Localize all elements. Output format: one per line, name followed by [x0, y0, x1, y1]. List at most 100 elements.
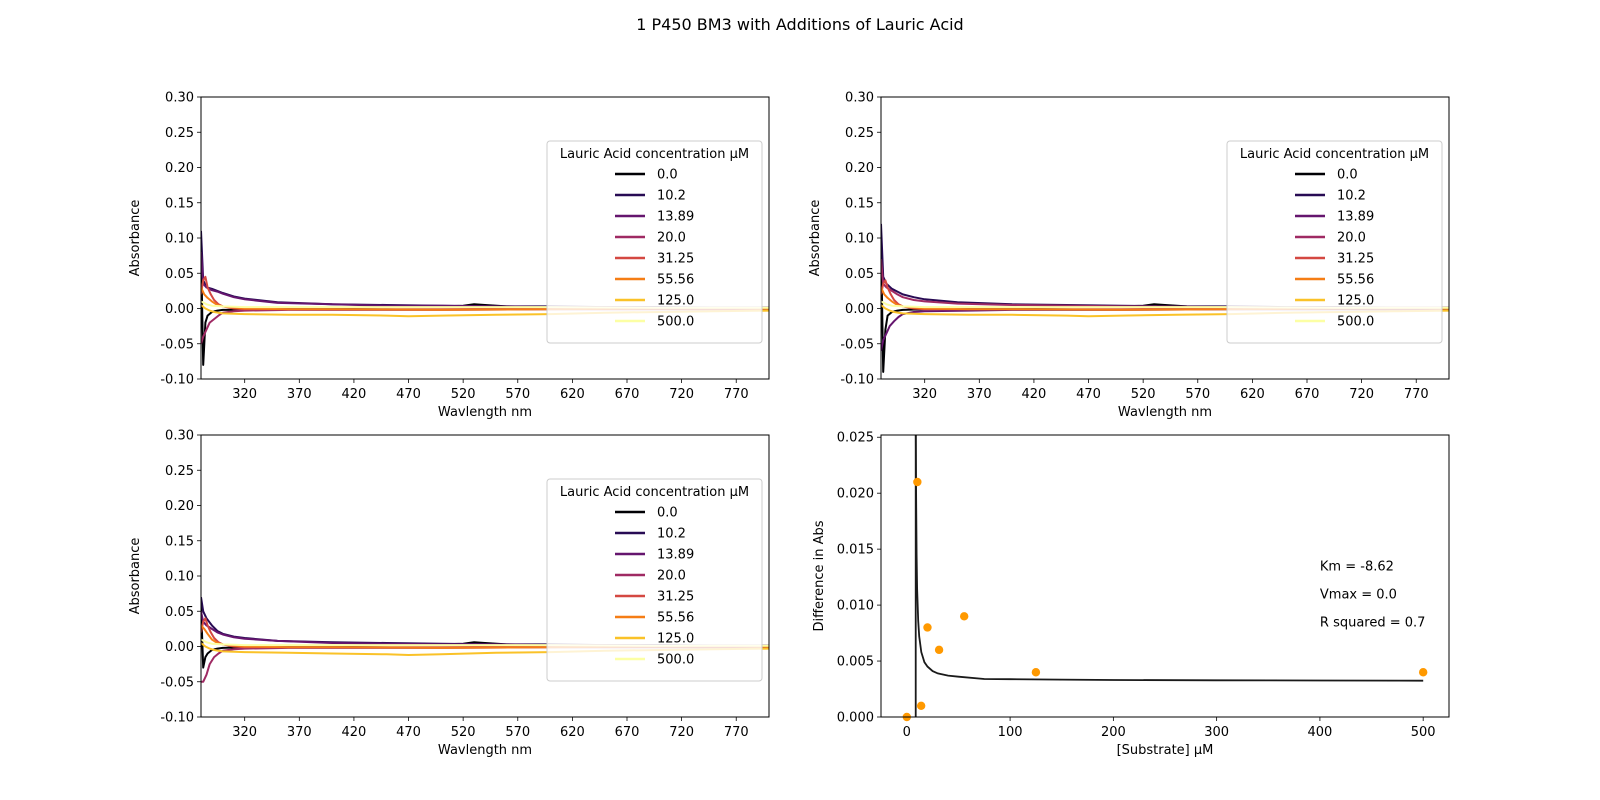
legend-entry: 55.56: [657, 611, 694, 626]
figure-title: 1 P450 BM3 with Additions of Lauric Acid: [636, 15, 963, 34]
legend-entry: 500.0: [657, 653, 694, 668]
data-point: [1418, 668, 1428, 677]
legend-entry: 125.0: [657, 294, 694, 309]
data-point: [916, 701, 926, 711]
axes-frame: [880, 434, 1450, 718]
x-tick-label: 520: [1131, 387, 1156, 402]
x-tick-label: 620: [560, 387, 585, 402]
y-tick-label: -0.05: [160, 675, 194, 690]
chart-panel-top-right: -0.10 -0.05 0.00 0.05 0.10 0.15 0.20 0.25 0.30 32…: [808, 91, 1450, 420]
legend-title: Lauric Acid concentration µM: [560, 147, 749, 162]
fit-annotation: Km = -8.62: [1320, 559, 1394, 574]
x-tick-label: 370: [287, 725, 312, 740]
legend-entry: 500.0: [657, 315, 694, 330]
x-axis-label: Wavlength nm: [438, 743, 532, 758]
y-tick-label: -0.10: [160, 373, 194, 388]
x-tick-label: 420: [1022, 387, 1047, 402]
legend-entry: 20.0: [657, 231, 686, 246]
y-tick-label: 0.25: [165, 126, 194, 141]
fit-annotation: Vmax = 0.0: [1320, 587, 1397, 602]
x-tick-label: 200: [1101, 725, 1126, 740]
y-tick-label: 0.00: [165, 640, 194, 655]
x-tick-label: 570: [1185, 387, 1210, 402]
legend-entry: 20.0: [1337, 231, 1366, 246]
x-tick-label: 570: [505, 387, 530, 402]
x-tick-label: 670: [615, 725, 640, 740]
y-tick-label: -0.05: [840, 337, 874, 352]
x-tick-label: 320: [232, 725, 257, 740]
x-tick-label: 520: [451, 725, 476, 740]
legend-entry: 13.89: [1337, 210, 1374, 225]
y-axis-label: Absorbance: [128, 200, 143, 277]
x-tick-label: 400: [1307, 725, 1332, 740]
legend-entry: 10.2: [1337, 189, 1366, 204]
x-tick-label: 570: [505, 725, 530, 740]
y-tick-label: -0.10: [840, 373, 874, 388]
x-tick-label: 620: [1240, 387, 1265, 402]
y-tick-label: 0.20: [165, 161, 194, 176]
legend: Lauric Acid concentration µM 0.0 10.2 13.89…: [546, 478, 763, 682]
legend-entry: 20.0: [657, 569, 686, 584]
y-tick-label: 0.30: [165, 91, 194, 106]
y-tick-label: 0.015: [837, 543, 874, 558]
y-tick-label: 0.10: [165, 570, 194, 585]
y-tick-label: 0.000: [837, 711, 874, 726]
y-axis-label: Absorbance: [808, 200, 823, 277]
chart-panel-bottom-right: 0.000 0.005 0.010 0.015 0.020 0.025 0 100 200 300…: [812, 431, 1450, 758]
legend-title: Lauric Acid concentration µM: [1240, 147, 1429, 162]
x-tick-label: 370: [287, 387, 312, 402]
x-tick-label: 770: [724, 387, 749, 402]
y-tick-label: 0.30: [845, 91, 874, 106]
x-tick-label: 670: [615, 387, 640, 402]
data-point: [959, 612, 969, 621]
legend-box: [1226, 140, 1443, 344]
y-tick-label: -0.05: [160, 337, 194, 352]
chart-panel-top-left: -0.10 -0.05 0.00 0.05 0.10 0.15 0.20 0.25 0.30 32…: [128, 91, 770, 420]
data-point: [913, 477, 922, 487]
legend-box: [546, 478, 763, 682]
y-tick-label: 0.05: [165, 605, 194, 620]
legend-entry: 31.25: [657, 590, 694, 605]
x-tick-label: 770: [724, 725, 749, 740]
legend-entry: 55.56: [657, 273, 694, 288]
y-tick-label: 0.020: [837, 487, 874, 502]
x-tick-label: 670: [1295, 387, 1320, 402]
x-tick-label: 370: [967, 387, 992, 402]
legend-entry: 31.25: [657, 252, 694, 267]
legend-title: Lauric Acid concentration µM: [560, 485, 749, 500]
y-tick-label: 0.15: [165, 534, 194, 549]
x-tick-label: 300: [1204, 725, 1229, 740]
x-tick-label: 520: [451, 387, 476, 402]
y-tick-label: 0.15: [165, 196, 194, 211]
y-tick-label: 0.25: [845, 126, 874, 141]
y-tick-label: 0.25: [165, 464, 194, 479]
legend-entry: 0.0: [657, 168, 678, 183]
y-tick-label: 0.10: [165, 232, 194, 247]
axes-frame: [200, 96, 770, 380]
legend: Lauric Acid concentration µM 0.0 10.2 13.89…: [1226, 140, 1443, 344]
y-tick-label: 0.20: [845, 161, 874, 176]
legend-entry: 0.0: [657, 506, 678, 521]
x-tick-label: 420: [342, 725, 367, 740]
data-point: [1031, 668, 1041, 677]
y-tick-label: 0.005: [837, 655, 874, 670]
x-axis-label: Wavlength nm: [1118, 405, 1212, 420]
y-tick-label: 0.30: [165, 429, 194, 444]
legend-entry: 125.0: [657, 632, 694, 647]
y-tick-label: 0.010: [837, 599, 874, 614]
x-tick-label: 420: [342, 387, 367, 402]
legend-entry: 0.0: [1337, 168, 1358, 183]
y-axis-label: Difference in Abs: [812, 520, 827, 631]
legend-entry: 10.2: [657, 189, 686, 204]
chart-panel-bottom-left: -0.10 -0.05 0.00 0.05 0.10 0.15 0.20 0.25 0.30 32…: [128, 429, 770, 758]
y-tick-label: 0.00: [845, 302, 874, 317]
x-tick-label: 470: [396, 725, 421, 740]
legend-entry: 55.56: [1337, 273, 1374, 288]
x-axis-label: [Substrate] µM: [1117, 743, 1214, 758]
x-tick-label: 720: [1349, 387, 1374, 402]
x-tick-label: 0: [903, 725, 911, 740]
y-tick-label: 0.15: [845, 196, 874, 211]
legend-entry: 31.25: [1337, 252, 1374, 267]
x-tick-label: 100: [998, 725, 1023, 740]
